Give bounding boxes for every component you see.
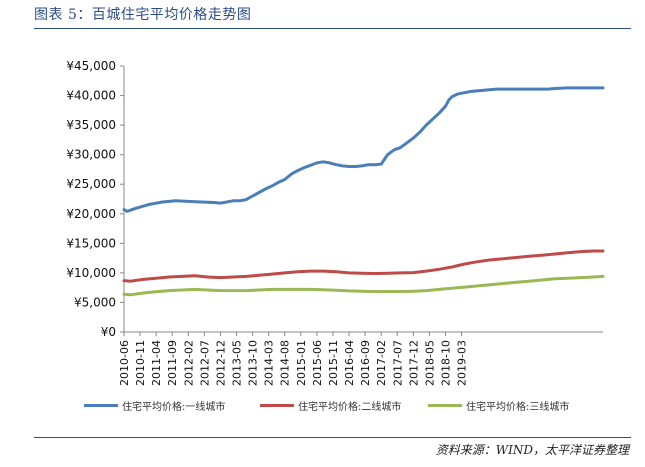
x-tick-label-9: 2014-03 <box>263 340 276 386</box>
x-tick-label-3: 2011-09 <box>166 340 179 386</box>
legend-item-tier3: 住宅平均价格:三线城市 <box>428 398 569 413</box>
figure-title: 图表 5：百城住宅平均价格走势图 <box>34 7 252 23</box>
legend-swatch-tier2 <box>260 404 294 407</box>
x-tick-label-6: 2012-12 <box>214 340 227 386</box>
legend-item-tier1: 住宅平均价格:一线城市 <box>84 398 225 413</box>
x-tick-label-1: 2010-11 <box>134 340 147 386</box>
chart-legend: 住宅平均价格:一线城市 住宅平均价格:二线城市 住宅平均价格:三线城市 <box>84 398 624 418</box>
x-tick-label-7: 2013-05 <box>231 340 244 386</box>
x-tick-label-10: 2014-08 <box>279 340 292 386</box>
x-tick-label-5: 2012-07 <box>198 340 211 386</box>
x-tick-label-8: 2013-10 <box>247 340 260 386</box>
legend-label-tier1: 住宅平均价格:一线城市 <box>122 402 226 413</box>
x-tick-label-19: 2018-05 <box>423 340 436 386</box>
y-tick-label-6: ¥30,000 <box>66 148 116 162</box>
x-tick-label-17: 2017-07 <box>391 340 404 386</box>
y-tick-label-5: ¥25,000 <box>66 177 116 191</box>
legend-swatch-tier3 <box>428 404 462 407</box>
y-tick-label-3: ¥15,000 <box>66 236 116 250</box>
y-tick-label-9: ¥45,000 <box>66 59 116 73</box>
y-tick-label-8: ¥40,000 <box>66 89 116 103</box>
legend-swatch-tier1 <box>84 404 118 407</box>
x-tick-label-16: 2017-02 <box>375 340 388 386</box>
title-rule <box>34 28 631 29</box>
x-tick-label-20: 2018-10 <box>439 340 452 386</box>
footer-rule <box>34 437 631 438</box>
x-tick-label-2: 2011-04 <box>150 340 163 386</box>
y-tick-label-2: ¥10,000 <box>66 266 116 280</box>
x-tick-label-15: 2016-09 <box>359 340 372 386</box>
source-note: 资料来源：WIND，太平洋证券整理 <box>435 443 629 457</box>
x-tick-label-4: 2012-02 <box>182 340 195 386</box>
x-tick-label-11: 2015-01 <box>295 340 308 386</box>
legend-item-tier2: 住宅平均价格:二线城市 <box>260 398 401 413</box>
x-tick-label-13: 2015-11 <box>327 340 340 386</box>
x-tick-label-21: 2019-03 <box>456 340 469 386</box>
series-line-tier2 <box>122 249 605 283</box>
y-tick-label-1: ¥5,000 <box>74 295 116 309</box>
series-line-tier3 <box>122 274 605 297</box>
x-tick-label-18: 2017-12 <box>407 340 420 386</box>
y-tick-label-0: ¥0 <box>101 325 116 339</box>
x-tick-label-12: 2015-06 <box>311 340 324 386</box>
legend-label-tier3: 住宅平均价格:三线城市 <box>466 402 570 413</box>
y-tick-label-7: ¥35,000 <box>66 118 116 132</box>
y-tick-label-4: ¥20,000 <box>66 207 116 221</box>
legend-label-tier2: 住宅平均价格:二线城市 <box>298 402 402 413</box>
series-line-tier1 <box>122 86 605 213</box>
x-tick-label-14: 2016-04 <box>343 340 356 386</box>
x-tick-label-0: 2010-06 <box>118 340 131 386</box>
